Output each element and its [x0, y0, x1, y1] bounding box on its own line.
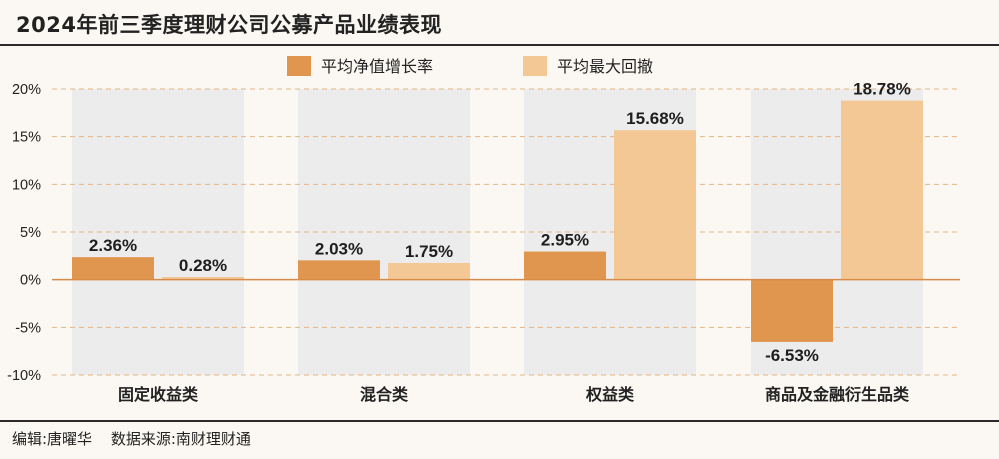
footer-divider: [0, 420, 999, 422]
data-label: 2.36%: [89, 236, 137, 255]
bar-1-4: [751, 279, 833, 342]
y-tick-label: 0%: [20, 273, 41, 289]
bar-2-3: [614, 130, 696, 280]
editor-credit: 编辑:唐曜华: [12, 430, 93, 448]
data-label: -6.53%: [765, 346, 819, 365]
category-label-2: 混合类: [360, 385, 409, 404]
y-tick-label: 15%: [12, 130, 41, 146]
data-source: 数据来源:南财理财通: [110, 430, 251, 448]
title-divider: [0, 44, 999, 46]
category-label-3: 权益类: [585, 385, 635, 404]
data-label: 1.75%: [405, 242, 453, 261]
legend-label-1: 平均净值增长率: [321, 58, 433, 76]
bar-2-2: [388, 262, 470, 280]
y-tick-label: -10%: [7, 368, 41, 384]
data-label: 15.68%: [626, 109, 684, 128]
data-label: 0.28%: [179, 256, 227, 275]
bar-2-4: [841, 100, 923, 280]
footer: 编辑:唐曜华 数据来源:南财理财通: [12, 428, 265, 449]
data-label: 18.78%: [853, 80, 911, 99]
category-label-4: 商品及金融衍生品类: [765, 385, 910, 404]
bar-1-2: [298, 260, 380, 280]
y-tick-label: 10%: [12, 177, 41, 193]
data-label: 2.95%: [541, 231, 589, 250]
y-tick-label: -5%: [15, 320, 41, 336]
y-tick-label: 5%: [20, 225, 41, 241]
bar-1-3: [524, 251, 606, 280]
y-tick-label: 20%: [12, 82, 41, 98]
data-label: 2.03%: [315, 239, 363, 258]
bar-1-1: [72, 257, 154, 280]
legend-label-2: 平均最大回撤: [557, 58, 653, 76]
bar-2-1: [162, 276, 244, 280]
bar-chart: 20% 15% 10% 5% 0% -5% -10% 平均净值增长率 平均最大回撤 2.36% 0.…: [7, 56, 960, 404]
legend-swatch-2: [523, 56, 547, 76]
legend-swatch-1: [287, 56, 311, 76]
category-label-1: 固定收益类: [118, 385, 199, 404]
chart-title: 2024年前三季度理财公司公募产品业绩表现: [16, 13, 442, 37]
